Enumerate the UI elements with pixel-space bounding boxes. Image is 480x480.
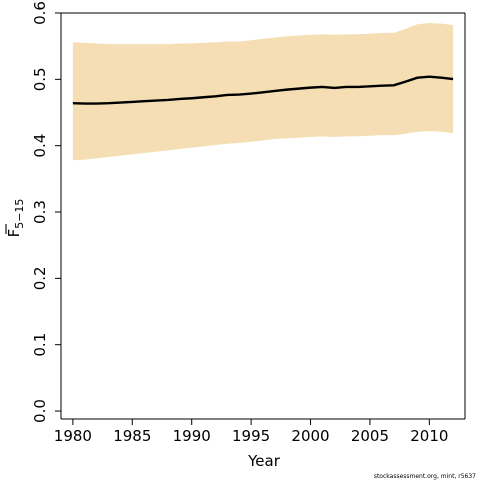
x-tick-label: 2005 — [351, 427, 389, 445]
credit-text: stockassessment.org, mint, r5637 — [374, 473, 476, 480]
y-tick-label: 0.0 — [31, 399, 49, 423]
x-tick-label: 1985 — [113, 427, 151, 445]
y-tick-label: 0.2 — [31, 266, 49, 290]
x-tick-label: 2010 — [410, 427, 448, 445]
y-axis-title-sub: 5−15 — [13, 199, 26, 229]
x-tick-label: 2000 — [291, 427, 329, 445]
y-tick-label: 0.5 — [31, 67, 49, 91]
x-tick-label: 1980 — [54, 427, 92, 445]
y-axis-title-main: F — [5, 229, 23, 238]
series-line-layer — [72, 75, 454, 105]
x-tick-label: 1990 — [173, 427, 211, 445]
y-tick-label: 0.6 — [31, 1, 49, 25]
svg-text:F5−15: F5−15 — [5, 199, 26, 238]
x-tick-label: 1995 — [232, 427, 270, 445]
x-axis-title: Year — [247, 452, 281, 470]
y-tick-label: 0.3 — [31, 200, 49, 224]
series-line — [72, 75, 454, 105]
axes: 1980 1985 1990 1995 2000 2005 2010 0.0 0.1 0.2 0.3… — [31, 1, 466, 445]
y-tick-label: 0.4 — [31, 134, 49, 158]
y-tick-label: 0.1 — [31, 333, 49, 357]
y-axis-title: F5−15 — [5, 199, 26, 238]
